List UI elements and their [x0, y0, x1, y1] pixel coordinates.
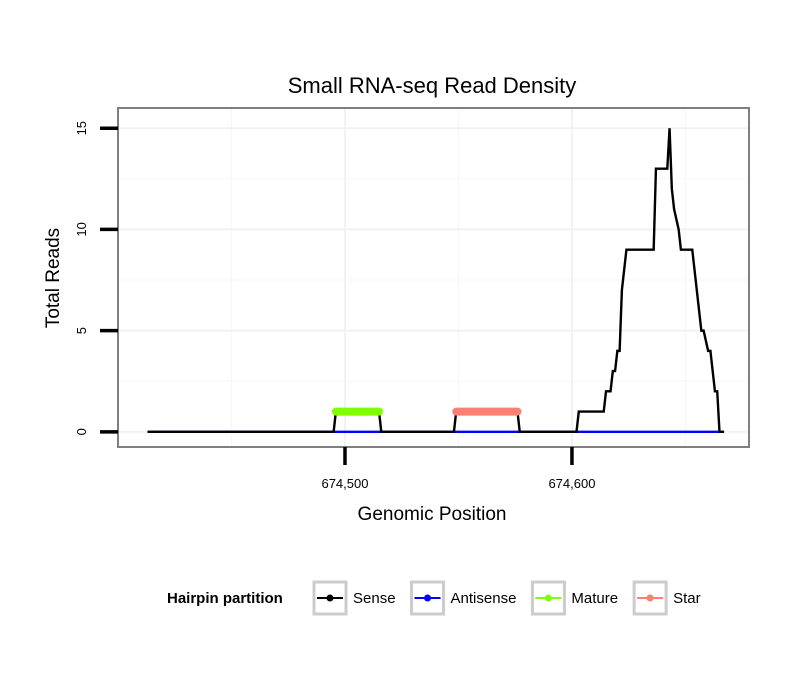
- legend-label: Antisense: [451, 590, 517, 607]
- x-tick-label: 674,600: [548, 476, 595, 491]
- y-axis-title: Total Reads: [43, 228, 64, 328]
- legend-label: Sense: [353, 590, 396, 607]
- legend-key-point: [646, 594, 654, 602]
- legend-title: Hairpin partition: [167, 590, 283, 607]
- legend-item-sense: Sense: [312, 580, 396, 616]
- y-axis: 0 5 10 15: [74, 121, 118, 435]
- plot-border: [117, 107, 750, 448]
- y-tick-label: 10: [74, 222, 89, 236]
- legend-item-mature: Mature: [530, 580, 618, 616]
- series-layer: [147, 128, 725, 434]
- legend-key-point: [326, 594, 334, 602]
- legend-label: Star: [673, 590, 701, 607]
- legend-key-point: [544, 594, 552, 602]
- plot-background: [118, 108, 749, 447]
- grid-minor: [118, 108, 749, 447]
- y-tick-label: 0: [74, 428, 89, 435]
- legend-key-point: [424, 594, 432, 602]
- legend-label: Mature: [571, 590, 618, 607]
- legend-item-star: Star: [632, 580, 701, 616]
- x-axis: 674,500 674,600: [321, 447, 595, 491]
- legend-item-antisense: Antisense: [410, 580, 517, 616]
- y-tick-label: 15: [74, 121, 89, 135]
- x-tick-label: 674,500: [321, 476, 368, 491]
- chart-title: Small RNA-seq Read Density: [288, 73, 577, 98]
- x-axis-title: Genomic Position: [358, 504, 507, 525]
- y-tick-label: 5: [74, 327, 89, 334]
- legend: Hairpin partition Sense Antisense Mature St…: [167, 580, 701, 616]
